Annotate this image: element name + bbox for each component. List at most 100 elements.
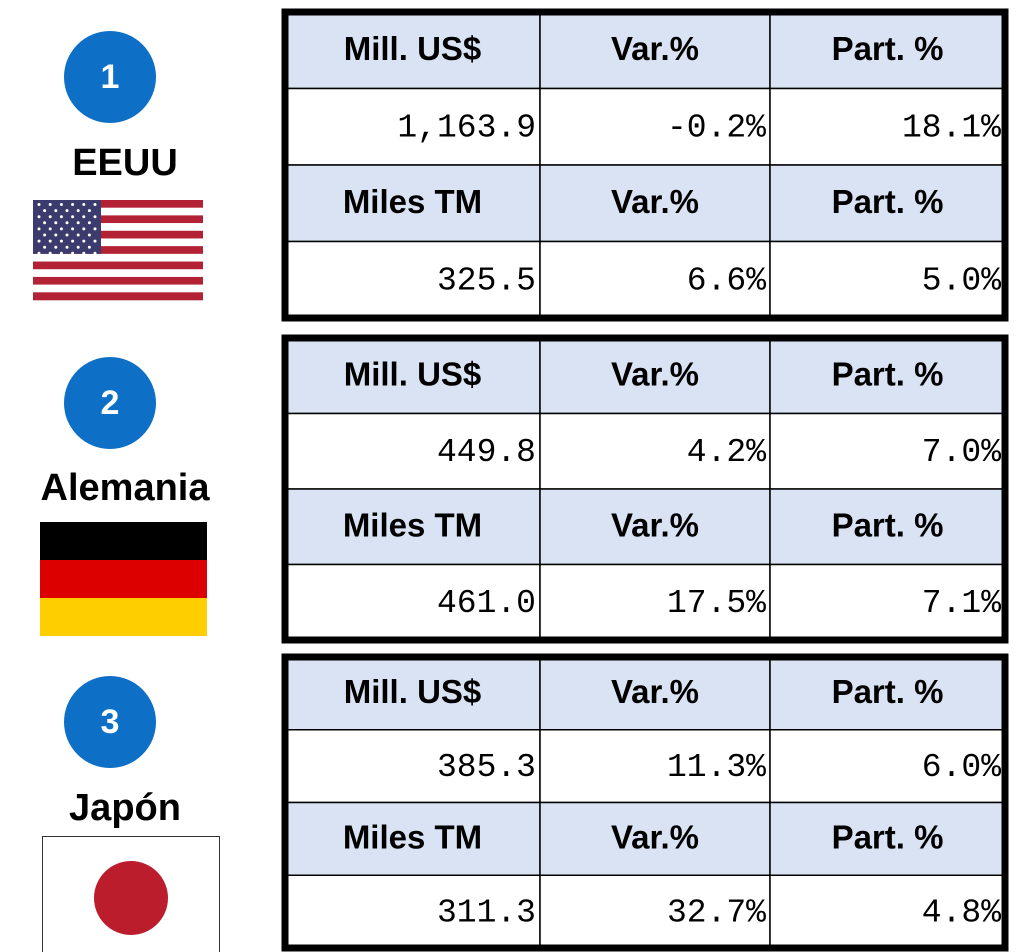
japan-flag <box>42 836 220 952</box>
header-cell <box>284 11 541 90</box>
flag-stripe <box>33 223 203 232</box>
flag-star <box>65 233 69 237</box>
header-label: Miles TM <box>343 183 482 220</box>
flag-star <box>59 203 63 206</box>
table-border <box>281 8 1009 322</box>
header-label: Var.% <box>611 506 699 543</box>
header-cell <box>769 488 1006 566</box>
header-label: Part. % <box>832 355 944 392</box>
flag-star <box>76 209 80 213</box>
value-cell <box>284 240 541 319</box>
flag-stripe <box>33 276 203 285</box>
flag-stripe <box>33 246 203 255</box>
indicator-table: Mill. US$ Var.% Part. % 385.3 11.3% 6.0% Miles… <box>281 653 1009 952</box>
flag-star <box>82 239 86 243</box>
flag-star <box>54 245 58 249</box>
value-cell <box>539 87 771 166</box>
rank-badge <box>64 676 156 768</box>
country-name: Japón <box>69 787 181 829</box>
value-cell <box>284 87 541 166</box>
value-cell <box>539 240 771 319</box>
flag-star <box>59 227 63 231</box>
header-label: Part. % <box>832 30 944 67</box>
flag-star <box>71 227 75 231</box>
header-cell <box>769 337 1006 415</box>
flag-star <box>43 245 47 249</box>
header-label: Part. % <box>832 183 944 220</box>
header-cell <box>284 488 541 566</box>
flag-canton <box>33 200 101 254</box>
flag-stripe <box>33 284 203 293</box>
flag-star <box>43 209 47 213</box>
flag-star <box>43 221 47 225</box>
header-cell <box>539 11 771 90</box>
value-label: -0.2% <box>667 109 766 146</box>
value-label: 7.0% <box>922 434 1001 471</box>
header-label: Var.% <box>611 819 699 856</box>
value-label: 311.3 <box>437 894 536 931</box>
flag-star <box>87 221 91 225</box>
header-cell <box>539 801 771 876</box>
flag-star <box>43 233 47 237</box>
flag-star <box>37 203 41 206</box>
flag-star <box>59 251 63 255</box>
flag-star <box>93 203 97 206</box>
flag-stripe <box>33 253 203 262</box>
value-cell <box>769 240 1006 319</box>
value-label: 4.8% <box>922 894 1001 931</box>
flag-stripe <box>40 560 207 598</box>
flag-star <box>37 239 41 243</box>
flag-star <box>48 203 52 206</box>
value-label: 325.5 <box>437 262 536 299</box>
rank-number: 1 <box>101 58 120 96</box>
header-label: Var.% <box>611 673 699 710</box>
header-label: Mill. US$ <box>344 30 482 67</box>
flag-stripe <box>33 200 203 208</box>
header-label: Mill. US$ <box>344 673 482 710</box>
flag-stripe <box>33 230 203 239</box>
header-cell <box>769 11 1006 90</box>
flag-star <box>48 227 52 231</box>
flag-star <box>76 233 80 237</box>
value-label: 32.7% <box>667 894 766 931</box>
value-label: 6.6% <box>687 262 766 299</box>
flags <box>33 200 220 952</box>
flag-star <box>71 251 75 255</box>
indicator-table: Mill. US$ Var.% Part. % 449.8 4.2% 7.0% Miles … <box>281 334 1009 644</box>
value-label: 17.5% <box>667 585 766 622</box>
flag-star <box>93 227 97 231</box>
country-name: Alemania <box>41 467 211 509</box>
us-flag <box>33 200 203 301</box>
header-label: Var.% <box>611 30 699 67</box>
header-label: Miles TM <box>343 506 482 543</box>
value-cell <box>769 563 1006 641</box>
flag-star <box>87 233 91 237</box>
value-label: 385.3 <box>437 749 536 786</box>
value-label: 6.0% <box>922 749 1001 786</box>
flag-star <box>37 227 41 231</box>
flag-stripe <box>33 215 203 224</box>
flag-star <box>37 251 41 255</box>
header-label: Mill. US$ <box>344 355 482 392</box>
value-cell <box>284 563 541 641</box>
value-label: 1,163.9 <box>397 109 536 146</box>
header-label: Miles TM <box>343 819 482 856</box>
flag-star <box>37 215 41 219</box>
flag-star <box>82 227 86 231</box>
header-cell <box>539 488 771 566</box>
flag-stripe <box>33 238 203 247</box>
flag-star <box>93 251 97 255</box>
value-label: 7.1% <box>922 585 1001 622</box>
value-cell <box>284 729 541 804</box>
flag-star <box>82 215 86 219</box>
header-label: Part. % <box>832 673 944 710</box>
flag-star <box>93 239 97 243</box>
flag-star <box>71 203 75 206</box>
header-cell <box>284 801 541 876</box>
flag-star <box>59 215 63 219</box>
flag-stripe <box>33 292 203 301</box>
flag-stripe <box>33 207 203 216</box>
flag-star <box>48 215 52 219</box>
header-label: Var.% <box>611 183 699 220</box>
